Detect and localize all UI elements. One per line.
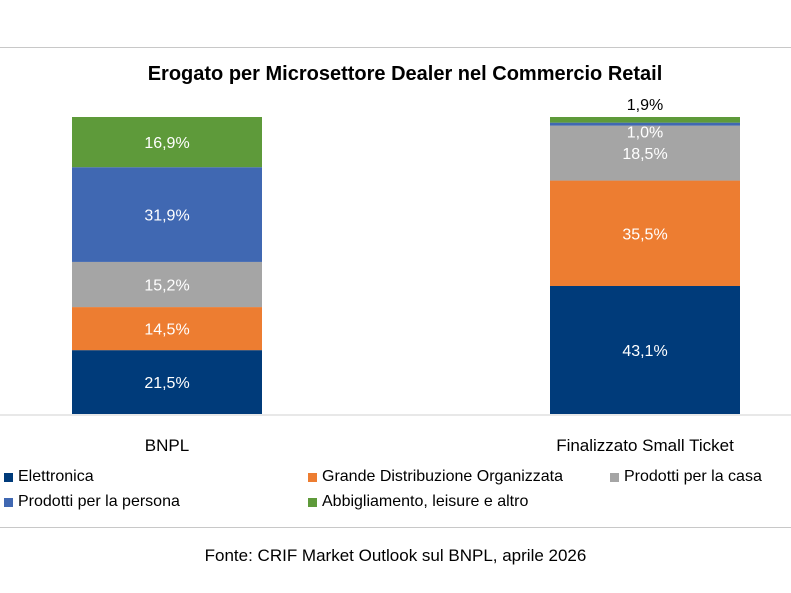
data-label: 16,9%	[144, 135, 189, 152]
data-label: 1,9%	[627, 97, 663, 114]
legend-label: Prodotti per la casa	[624, 468, 762, 485]
data-label: 18,5%	[622, 146, 667, 163]
data-label: 35,5%	[622, 226, 667, 243]
chart-title: Erogato per Microsettore Dealer nel Comm…	[148, 63, 663, 85]
legend-swatch	[308, 472, 317, 482]
legend-label: Grande Distribuzione Organizzata	[322, 468, 564, 485]
legend-swatch	[610, 472, 619, 482]
data-label: 31,9%	[144, 208, 189, 225]
data-label: 15,2%	[144, 278, 189, 295]
bar-segment	[550, 285, 740, 414]
bar-segment	[550, 180, 740, 286]
data-label: 1,0%	[627, 125, 663, 142]
category-label-bnpl: BNPL	[145, 436, 189, 455]
data-label: 43,1%	[622, 343, 667, 360]
bar-segment	[72, 261, 262, 308]
source-note: Fonte: CRIF Market Outlook sul BNPL, apr…	[204, 546, 587, 565]
bar-segment	[72, 117, 262, 168]
legend-label: Prodotti per la persona	[18, 493, 180, 510]
legend-item-persona: Prodotti per la persona	[4, 493, 180, 511]
category-label-small-ticket: Finalizzato Small Ticket	[556, 436, 734, 455]
legend-swatch	[4, 497, 13, 507]
bottom-divider	[0, 527, 791, 528]
legend-item-gdo: Grande Distribuzione Organizzata	[308, 468, 563, 486]
legend-label: Elettronica	[18, 468, 94, 485]
legend-swatch	[308, 497, 317, 507]
bar-segment	[550, 122, 740, 126]
bar-segment	[72, 307, 262, 351]
bar-segment	[550, 117, 740, 123]
top-divider	[0, 47, 791, 48]
stacked-bar-chart: Erogato per Microsettore Dealer nel Comm…	[0, 63, 791, 455]
legend-label: Abbigliamento, leisure e altro	[322, 493, 529, 510]
bar-segment	[550, 125, 740, 181]
legend-item-abbigliamento: Abbigliamento, leisure e altro	[308, 493, 528, 511]
bar-segment	[72, 167, 262, 262]
data-label: 14,5%	[144, 322, 189, 339]
legend-item-elettronica: Elettronica	[4, 468, 94, 486]
legend-swatch	[4, 472, 13, 482]
data-label: 21,5%	[144, 375, 189, 392]
bar-segment	[72, 350, 262, 414]
legend-item-casa: Prodotti per la casa	[610, 468, 762, 486]
